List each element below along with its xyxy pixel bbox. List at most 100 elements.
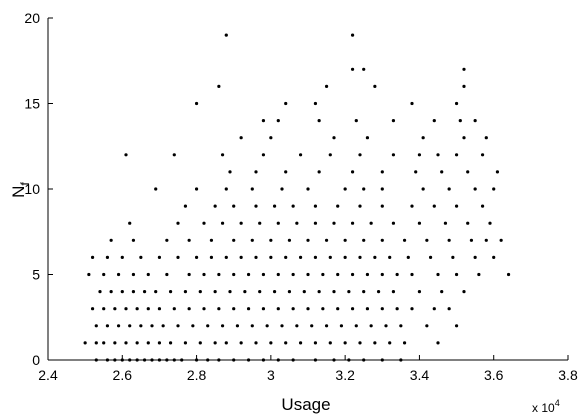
point [272,204,277,208]
point [432,204,436,208]
point [358,153,362,157]
point [124,153,128,157]
point [232,358,236,362]
point [183,290,188,294]
point [480,204,485,208]
point [317,290,321,294]
point [343,255,347,259]
point [380,307,384,311]
point [492,255,496,259]
point [436,153,440,157]
point [202,272,206,277]
x-axis-label: Usage [281,395,330,414]
point [165,272,169,277]
point [287,238,292,242]
point [131,238,136,242]
point [324,238,329,242]
point [291,358,295,362]
point [276,358,280,362]
point [250,187,254,191]
point [209,255,214,259]
y-axis-label-main: N [9,186,28,198]
point [261,307,266,311]
x-tick-label: 3.6 [484,367,504,383]
point [213,290,217,294]
point [254,170,258,174]
point [194,255,199,259]
point [280,324,284,328]
point [258,221,262,225]
point [168,341,173,345]
point [436,341,440,345]
point [350,67,355,71]
point [336,204,340,208]
point [425,324,429,328]
point [102,341,106,345]
point [373,341,377,345]
point [306,272,310,277]
x-tick-label: 3.2 [335,367,355,383]
point [276,119,280,123]
point [172,358,176,362]
point [376,290,381,294]
point [157,358,162,362]
point [473,119,477,123]
point [362,238,366,242]
point [150,358,154,362]
point [276,307,280,311]
point [254,204,258,208]
point [269,341,273,345]
point [506,272,511,277]
point [224,341,228,345]
point [90,255,95,259]
point [116,272,121,277]
point [202,307,206,311]
point [157,307,162,311]
point [298,153,303,157]
point [436,272,440,277]
point [154,187,158,191]
point [350,307,355,311]
point [302,290,306,294]
point [425,238,429,242]
point [410,101,414,106]
point [354,119,358,123]
point [120,358,124,362]
point [280,187,284,191]
point [350,221,355,225]
point [254,341,258,345]
point [172,153,176,157]
point [454,324,459,328]
point [161,324,165,328]
point [391,119,396,123]
point [473,187,477,191]
x-tick-label: 3.4 [410,367,430,383]
point [451,255,455,259]
point [313,255,318,259]
point [165,238,169,242]
point [395,272,399,277]
point [480,153,485,157]
point [391,221,396,225]
point [440,290,444,294]
point [391,153,396,157]
point [131,272,136,277]
point [102,272,106,277]
point [246,307,251,311]
point [220,324,225,328]
point [224,187,228,191]
point [313,221,318,225]
point [105,358,110,362]
point [358,255,362,259]
point [261,119,266,123]
point [113,358,117,362]
point [380,272,384,277]
point [246,358,251,362]
point [272,290,277,294]
y-tick-label: 15 [24,96,40,112]
point [187,307,191,311]
point [328,341,332,345]
point [350,33,355,37]
point [224,33,228,37]
point [328,153,332,157]
